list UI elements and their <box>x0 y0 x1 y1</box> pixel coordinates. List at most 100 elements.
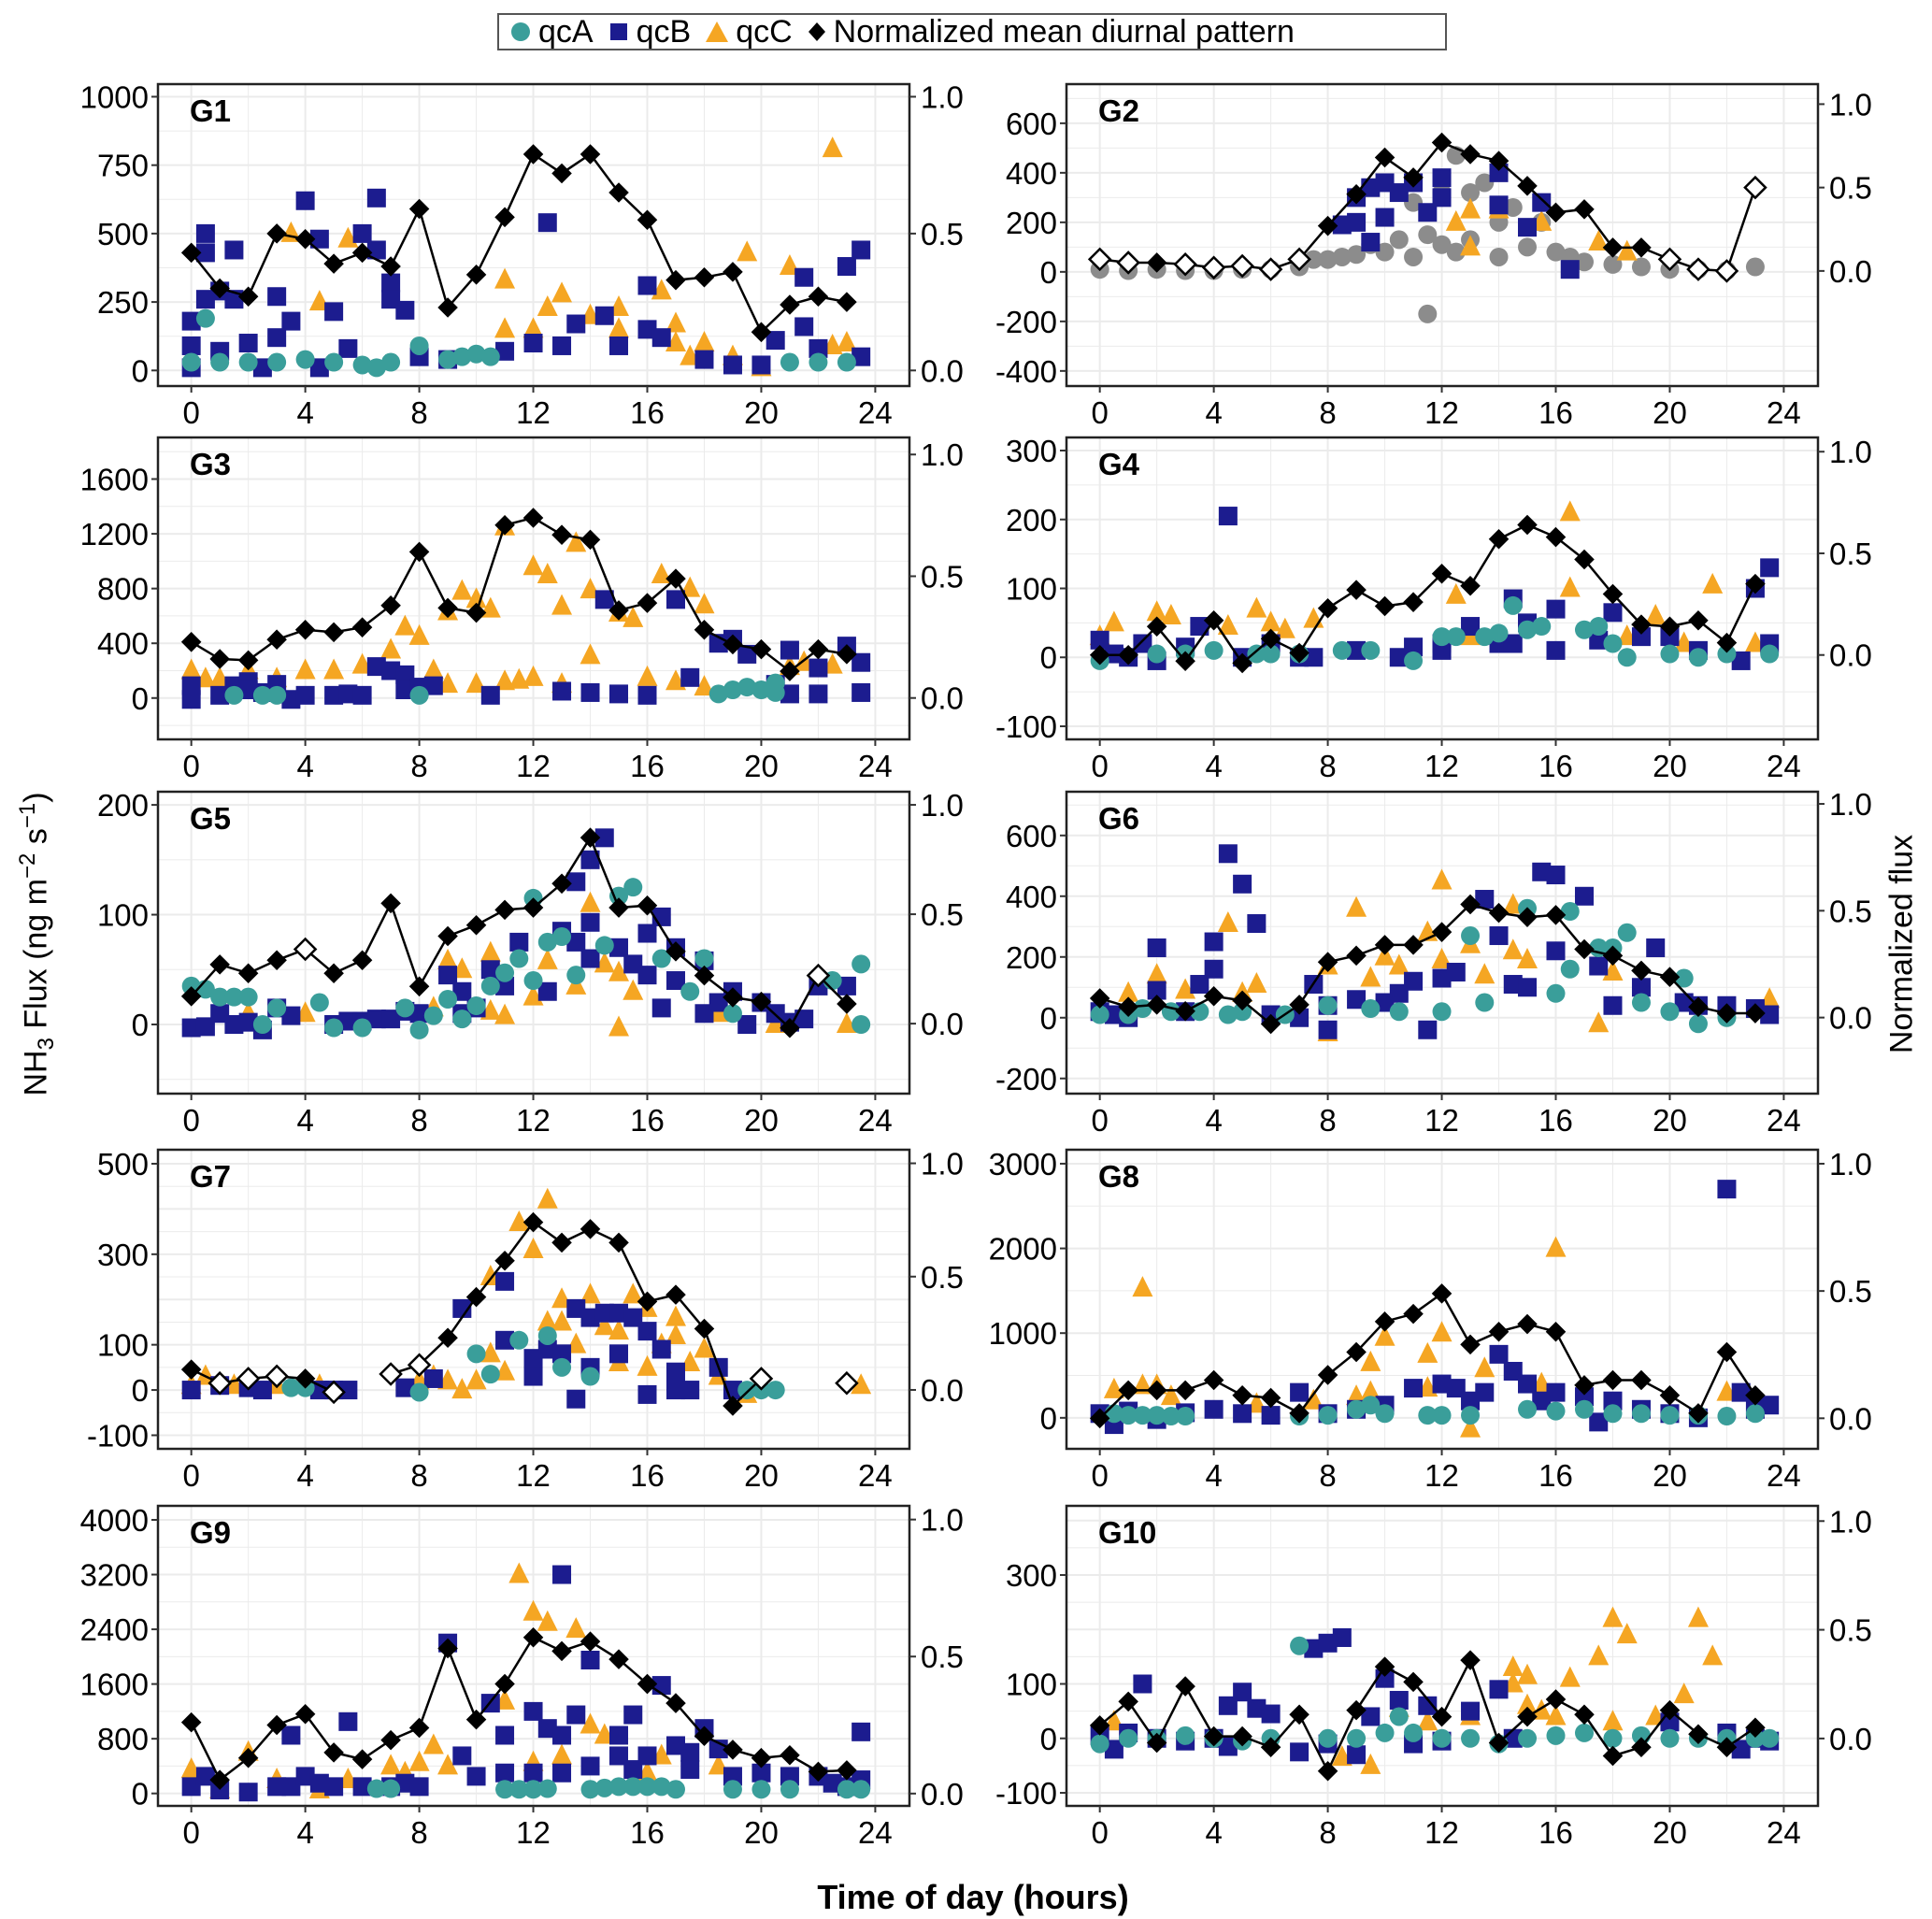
qcB-point <box>338 1711 358 1731</box>
qcC-point <box>1559 576 1581 597</box>
qcB-point <box>852 1722 871 1741</box>
qcB-point <box>1489 1680 1509 1699</box>
y2-tick-label: 1.0 <box>921 1147 964 1181</box>
normalized-diamond <box>408 1717 430 1739</box>
normalized-diamond <box>1743 175 1767 200</box>
qcB-point <box>566 872 586 892</box>
normalized-diamond <box>1716 1341 1738 1363</box>
qcB-point <box>281 690 301 709</box>
normalized-diamond <box>1118 1691 1138 1712</box>
gray-point <box>1518 237 1538 257</box>
qcB-point <box>1218 844 1238 864</box>
qcA-point <box>1204 640 1224 660</box>
qcB-point <box>238 680 258 699</box>
normalized-diamond <box>1602 237 1624 258</box>
qcC-point <box>1460 1416 1481 1438</box>
qcC-point <box>1545 1704 1567 1726</box>
normalized-diamond <box>1289 995 1309 1015</box>
qcC-point <box>508 1562 530 1583</box>
qcA-point <box>1233 1002 1252 1022</box>
normalized-diamond <box>323 253 344 274</box>
qcA-point <box>809 352 828 372</box>
y-tick-label: 600 <box>1006 819 1057 853</box>
qcA-point <box>665 1780 685 1799</box>
qcA-point <box>1717 1407 1737 1426</box>
qcB-point <box>1418 1696 1438 1715</box>
qcB-point <box>1432 168 1452 188</box>
qcC-point <box>1246 972 1267 994</box>
qcA-point <box>495 963 515 982</box>
normalized-diamond <box>1574 938 1595 960</box>
normalized-diamond <box>1545 526 1567 548</box>
y2-tick-label: 0.5 <box>921 897 964 932</box>
normalized-diamond <box>1146 1380 1167 1401</box>
qcA-point <box>1418 1406 1438 1425</box>
qcC-point <box>522 317 544 338</box>
y2-tick-label: 1.0 <box>1829 435 1872 469</box>
y-tick-label: 100 <box>1006 1668 1057 1702</box>
qcB-point <box>295 1767 315 1786</box>
qcB-point <box>195 243 215 263</box>
qcB-point <box>1233 1404 1252 1424</box>
panel-label: G2 <box>1098 93 1139 128</box>
x-tick-label: 12 <box>1424 1458 1459 1493</box>
qcB-point <box>1261 1704 1281 1724</box>
normalized-diamond <box>551 1640 572 1662</box>
normalized-diamond <box>1688 1724 1709 1745</box>
qcB-point <box>1190 617 1209 637</box>
normalized-diamond <box>1374 595 1395 617</box>
qcA-point <box>1760 644 1780 664</box>
qcB-point <box>1589 956 1609 976</box>
qcA-point <box>1090 1734 1109 1754</box>
normalized-diamond <box>665 568 686 589</box>
qcB-point <box>381 273 401 293</box>
normalized-diamond <box>1602 945 1624 967</box>
qcB-point <box>794 267 814 287</box>
gray-point <box>1389 230 1409 250</box>
qcA-point <box>1518 1399 1538 1419</box>
plot-marks <box>180 136 871 378</box>
normalized-diamond <box>437 1638 458 1659</box>
qcB-point <box>552 681 572 701</box>
normalized-diamond <box>1260 1737 1281 1757</box>
x-tick-label: 4 <box>1205 395 1222 430</box>
qcC-point <box>1217 911 1238 933</box>
qcC-point <box>580 1282 601 1304</box>
normalized-diamond <box>1602 1369 1624 1391</box>
qcB-point <box>252 358 272 378</box>
plot-marks <box>1089 1180 1780 1438</box>
panel-label: G4 <box>1098 447 1140 481</box>
normalized-diamond <box>1657 247 1682 272</box>
qcB-point <box>381 290 401 309</box>
qcB-point <box>181 311 201 331</box>
gray-point <box>1418 304 1438 323</box>
qcC-point <box>1132 1373 1153 1395</box>
normalized-diamond <box>494 207 515 228</box>
qcC-point <box>1702 572 1724 594</box>
normalized-diamond <box>322 1380 346 1405</box>
qcC-point <box>1474 963 1496 984</box>
normalized-diamond <box>209 278 230 299</box>
normalized-diamond <box>637 895 658 916</box>
normalized-diamond <box>723 634 743 655</box>
normalized-diamond <box>494 1251 515 1271</box>
qcB-point <box>281 311 301 331</box>
qcA-point <box>751 1780 771 1799</box>
qcB-point <box>609 938 629 957</box>
qcC-point <box>1602 1606 1624 1627</box>
normalized-diamond <box>1175 1676 1195 1697</box>
normalized-diamond <box>751 1747 772 1769</box>
qcB-point <box>509 932 529 952</box>
normalized-diamond <box>1745 1717 1766 1739</box>
qcA-point <box>1461 926 1481 946</box>
qcA-point <box>723 1004 742 1024</box>
qcC-point <box>1388 953 1410 975</box>
normalized-diamond <box>237 286 259 308</box>
qcB-point <box>823 1773 842 1793</box>
normalized-diamond <box>380 1729 401 1751</box>
normalized-diamond <box>209 1769 230 1790</box>
y2-tick-label: 0.5 <box>1829 1274 1872 1309</box>
x-tick-label: 0 <box>1091 1103 1108 1138</box>
qcA-point <box>1404 651 1424 670</box>
qcA-point <box>651 1777 671 1797</box>
